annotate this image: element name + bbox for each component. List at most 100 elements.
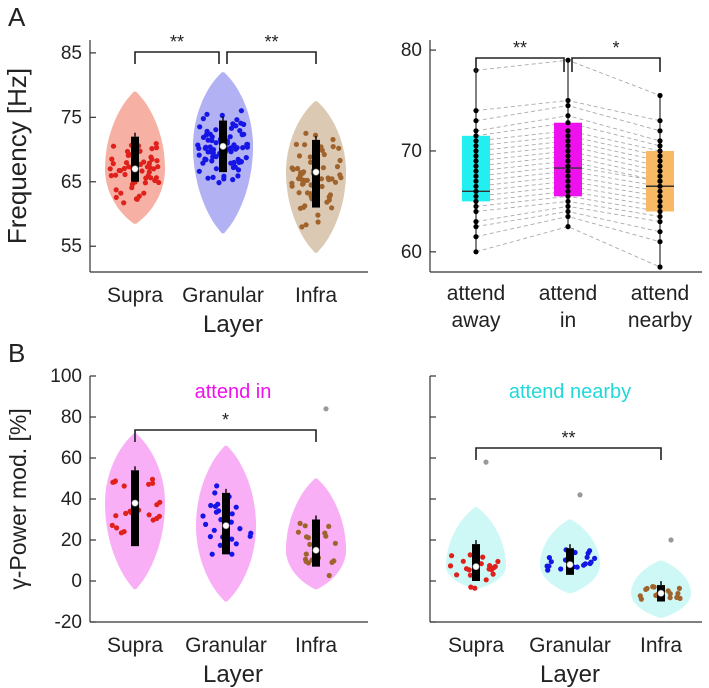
data-point: [107, 166, 113, 172]
data-point: [565, 143, 571, 149]
data-point: [137, 161, 144, 167]
data-point: [565, 103, 571, 109]
iqr-bar: [131, 470, 139, 547]
median-marker: [131, 499, 139, 507]
data-point: [228, 149, 234, 155]
outlier-point: [668, 537, 674, 543]
data-point: [235, 173, 241, 179]
significance-bracket: [226, 51, 317, 64]
x-axis-label: Layer: [203, 661, 263, 688]
iqr-bar: [472, 544, 480, 581]
data-point: [141, 190, 147, 196]
data-point: [150, 517, 156, 523]
data-point: [657, 173, 663, 179]
outlier-point: [577, 492, 583, 498]
median-marker: [566, 561, 574, 569]
data-point: [303, 130, 309, 136]
chart-title: attend in: [195, 381, 272, 403]
x-tick-label-line2: away: [451, 309, 501, 332]
data-point: [195, 142, 201, 148]
data-point: [315, 212, 321, 218]
y-tick-label: 60: [401, 242, 422, 263]
data-point: [296, 176, 302, 182]
data-point: [565, 133, 571, 139]
data-point: [210, 174, 216, 180]
data-point: [454, 572, 460, 578]
data-point: [665, 588, 671, 594]
data-point: [231, 159, 237, 166]
data-point: [460, 558, 466, 564]
data-point: [473, 183, 479, 189]
median-marker: [312, 168, 320, 176]
data-point: [303, 551, 309, 557]
data-point: [237, 128, 243, 134]
data-point: [565, 173, 571, 179]
data-point: [213, 166, 219, 172]
data-point: [124, 148, 131, 155]
data-point: [243, 155, 249, 161]
x-tick-label-line1: attend: [447, 282, 505, 305]
data-point: [565, 203, 571, 209]
data-point: [643, 586, 649, 593]
data-point: [330, 144, 336, 150]
data-point: [203, 144, 209, 150]
data-point: [558, 566, 564, 572]
data-point: [491, 565, 497, 571]
data-point: [204, 111, 210, 117]
data-point: [295, 529, 301, 535]
data-point: [473, 108, 479, 114]
data-point: [657, 178, 663, 184]
data-point: [473, 153, 479, 159]
data-point: [581, 562, 587, 568]
significance-marker: **: [170, 32, 184, 52]
data-point: [565, 120, 571, 126]
data-point: [326, 177, 332, 183]
panel-label-b: B: [8, 338, 25, 368]
data-point: [305, 560, 311, 566]
data-point: [490, 571, 496, 577]
significance-bracket: [134, 429, 317, 442]
data-point: [585, 550, 591, 556]
data-point: [302, 203, 308, 209]
data-point: [153, 141, 159, 147]
chart-title: attend nearby: [509, 381, 631, 403]
data-point: [330, 136, 336, 143]
data-point: [657, 138, 663, 144]
data-point: [219, 112, 225, 118]
data-point: [196, 152, 202, 158]
data-point: [239, 132, 245, 138]
data-point: [110, 161, 116, 167]
data-point: [308, 159, 314, 165]
data-point: [125, 152, 131, 158]
data-point: [238, 120, 244, 126]
data-point: [197, 124, 203, 130]
data-point: [238, 108, 244, 114]
data-point: [565, 198, 571, 204]
data-point: [228, 125, 235, 131]
data-point: [472, 585, 478, 591]
data-point: [473, 188, 479, 194]
data-point: [205, 175, 211, 181]
data-point: [331, 558, 337, 564]
data-point: [447, 563, 454, 569]
data-point: [207, 144, 213, 150]
data-point: [473, 178, 479, 184]
data-point: [293, 141, 299, 147]
data-point: [657, 168, 663, 174]
data-point: [565, 57, 571, 63]
data-point: [545, 567, 551, 573]
data-point: [584, 554, 590, 560]
x-axis-label: Layer: [203, 311, 263, 338]
significance-bracket: [571, 57, 661, 72]
data-point: [473, 198, 479, 204]
data-point: [210, 154, 216, 160]
chart-gamma-power-attend-in: -20 0 20 40 60 80 100 Supra Granular Infra Layer γ-…: [5, 366, 368, 688]
significance-marker: **: [513, 38, 527, 58]
data-point: [473, 173, 479, 179]
data-point: [200, 116, 206, 122]
data-point: [565, 148, 571, 154]
data-point: [657, 148, 663, 154]
data-point: [473, 193, 479, 199]
data-point: [304, 190, 311, 196]
data-point: [149, 146, 155, 152]
